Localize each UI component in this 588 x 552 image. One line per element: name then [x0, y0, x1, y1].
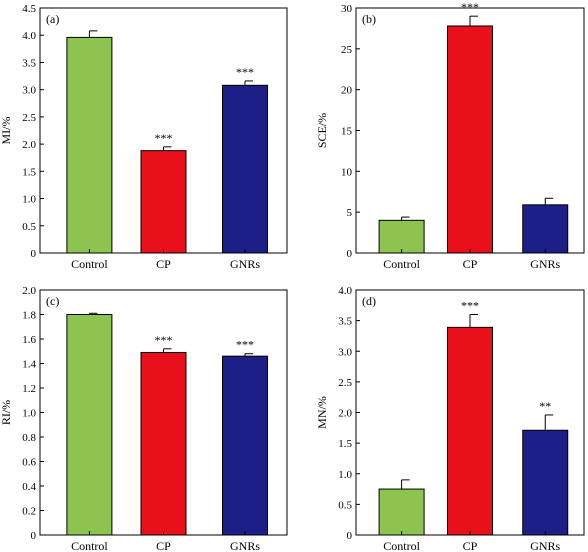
y-tick-label: 3.5: [22, 57, 36, 69]
significance-marker: ***: [236, 65, 254, 79]
y-tick-label: 2.0: [22, 285, 36, 297]
significance-marker: ***: [236, 338, 254, 352]
y-tick-label: 25: [341, 44, 353, 56]
y-tick-label: 2.0: [22, 139, 36, 151]
bar-cp: [140, 351, 187, 536]
x-tick-label: CP: [156, 539, 171, 552]
bar-gnrs: [222, 355, 269, 536]
x-tick-label: CP: [463, 539, 478, 552]
y-tick-label: 1.2: [22, 383, 36, 395]
y-tick-label: 1.5: [338, 438, 352, 450]
y-tick-label: 0.8: [22, 432, 36, 444]
significance-marker: ***: [155, 333, 173, 347]
y-tick-label: 1.6: [22, 334, 36, 346]
x-tick-label: Control: [383, 257, 420, 271]
bar-gnrs: [522, 204, 569, 254]
y-tick-label: 10: [341, 166, 353, 178]
bar-cp: [447, 326, 493, 536]
y-tick-label: 0: [31, 248, 37, 260]
y-tick-label: 0.5: [338, 499, 352, 511]
panel-label: (d): [362, 294, 376, 308]
bar-control: [66, 314, 113, 536]
y-tick-label: 5: [347, 207, 353, 219]
y-tick-label: 20: [341, 85, 353, 97]
y-tick-label: 1.0: [338, 469, 352, 481]
bar-control: [378, 488, 425, 536]
y-tick-label: 0.5: [22, 221, 36, 233]
y-tick-label: 1.8: [22, 310, 36, 322]
y-tick-label: 15: [341, 126, 353, 138]
bar-cp: [140, 150, 187, 254]
chart-panel: 0 5 10 15 20 25 30 SCE/% (b) Control CP *** GNRs: [315, 0, 585, 271]
bar-control: [66, 36, 113, 254]
y-tick-label: 3.0: [338, 346, 352, 358]
y-axis-label: MN/%: [315, 396, 329, 429]
y-tick-label: 1.0: [22, 408, 36, 420]
bar-gnrs: [522, 429, 569, 536]
y-tick-label: 4.0: [338, 285, 352, 297]
x-tick-label: CP: [463, 257, 478, 271]
y-tick-label: 3.0: [22, 85, 36, 97]
x-tick-label: Control: [71, 257, 108, 271]
y-tick-label: 2.5: [22, 112, 36, 124]
bar-gnrs: [222, 84, 269, 254]
significance-marker: **: [539, 399, 551, 413]
significance-marker: ***: [461, 299, 479, 313]
y-tick-label: 0.2: [22, 506, 36, 518]
panel-label: (b): [362, 12, 376, 26]
x-tick-label: Control: [71, 539, 108, 552]
y-tick-label: 4.0: [22, 30, 36, 42]
x-tick-label: CP: [156, 257, 171, 271]
chart-panel: 0 0.2 0.4 0.6 0.8 1.0 1.2 1.4 1.6 1.8 2.0 RI/% (c) Co…: [0, 285, 288, 552]
y-tick-label: 4.5: [22, 3, 36, 15]
chart-panel: 0 0.5 1.0 1.5 2.0 2.5 3.0 3.5 4.0 MN/% (d) Control C…: [315, 285, 585, 552]
panel-label: (a): [46, 12, 59, 26]
x-tick-label: GNRs: [530, 539, 560, 552]
panel-label: (c): [46, 294, 59, 308]
y-tick-label: 0: [31, 530, 37, 542]
y-tick-label: 0: [347, 530, 353, 542]
y-tick-label: 0.6: [22, 457, 36, 469]
bar-cp: [447, 25, 493, 254]
x-tick-label: GNRs: [230, 539, 260, 552]
y-tick-label: 1.0: [22, 194, 36, 206]
y-tick-label: 0.4: [22, 481, 36, 493]
y-tick-label: 1.5: [22, 166, 36, 178]
x-tick-label: GNRs: [530, 257, 560, 271]
significance-marker: ***: [461, 0, 479, 14]
y-tick-label: 3.5: [338, 316, 352, 328]
bar-control: [378, 219, 425, 254]
x-tick-label: GNRs: [230, 257, 260, 271]
y-tick-label: 2.0: [338, 408, 352, 420]
x-tick-label: Control: [383, 539, 420, 552]
y-tick-label: 0: [347, 248, 353, 260]
y-tick-label: 1.4: [22, 359, 36, 371]
y-axis-label: RI/%: [0, 400, 13, 425]
significance-marker: ***: [155, 131, 173, 145]
y-tick-label: 30: [341, 3, 353, 15]
y-tick-label: 2.5: [338, 377, 352, 389]
y-axis-label: MI/%: [0, 117, 13, 145]
y-axis-label: SCE/%: [315, 113, 329, 148]
chart-panel: 0 0.5 1.0 1.5 2.0 2.5 3.0 3.5 4.0 4.5 MI/% (a) Contr…: [0, 3, 288, 271]
